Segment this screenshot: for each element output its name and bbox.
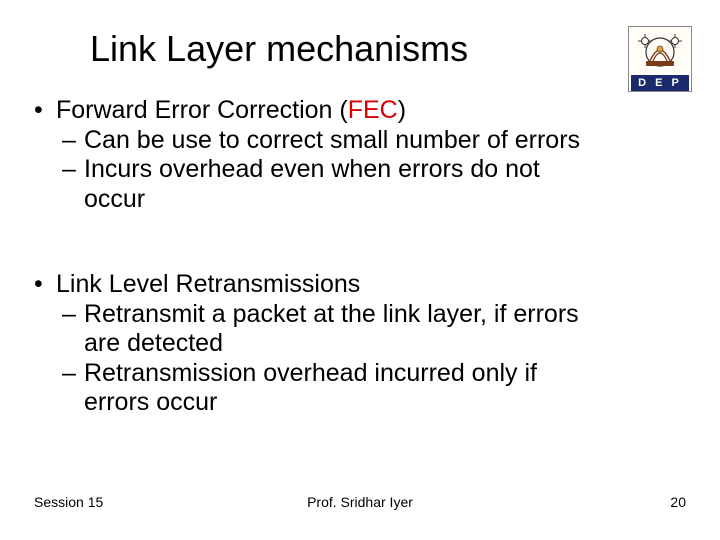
logo-text: D E P [631, 75, 689, 91]
bullet-fec-prefix: Forward Error Correction [56, 96, 339, 124]
footer-author: Prof. Sridhar Iyer [0, 494, 720, 510]
slide-body: Forward Error Correction (FEC) Can be us… [34, 96, 700, 418]
bullet-retrans: Link Level Retransmissions [34, 270, 700, 300]
slide: Link Layer mechanisms D E P [0, 0, 720, 540]
bullet-fec: Forward Error Correction (FEC) [34, 96, 700, 126]
sub-retrans-2b: errors occur [34, 388, 700, 418]
logo: D E P [628, 26, 692, 92]
sub-fec-1: Can be use to correct small number of er… [34, 126, 700, 156]
sub-retrans-2a: Retransmission overhead incurred only if [34, 359, 700, 389]
paren-close: ) [398, 96, 406, 124]
sub-fec-2b: occur [34, 185, 700, 215]
footer-page: 20 [670, 494, 686, 510]
logo-emblem [631, 29, 689, 73]
sub-retrans-1a: Retransmit a packet at the link layer, i… [34, 300, 700, 330]
fec-acronym: FEC [348, 96, 398, 124]
paren-open: ( [339, 96, 347, 124]
sub-fec-2a: Incurs overhead even when errors do not [34, 155, 700, 185]
slide-title: Link Layer mechanisms [90, 28, 468, 70]
spacer [34, 214, 700, 270]
sub-retrans-1b: are detected [34, 329, 700, 359]
